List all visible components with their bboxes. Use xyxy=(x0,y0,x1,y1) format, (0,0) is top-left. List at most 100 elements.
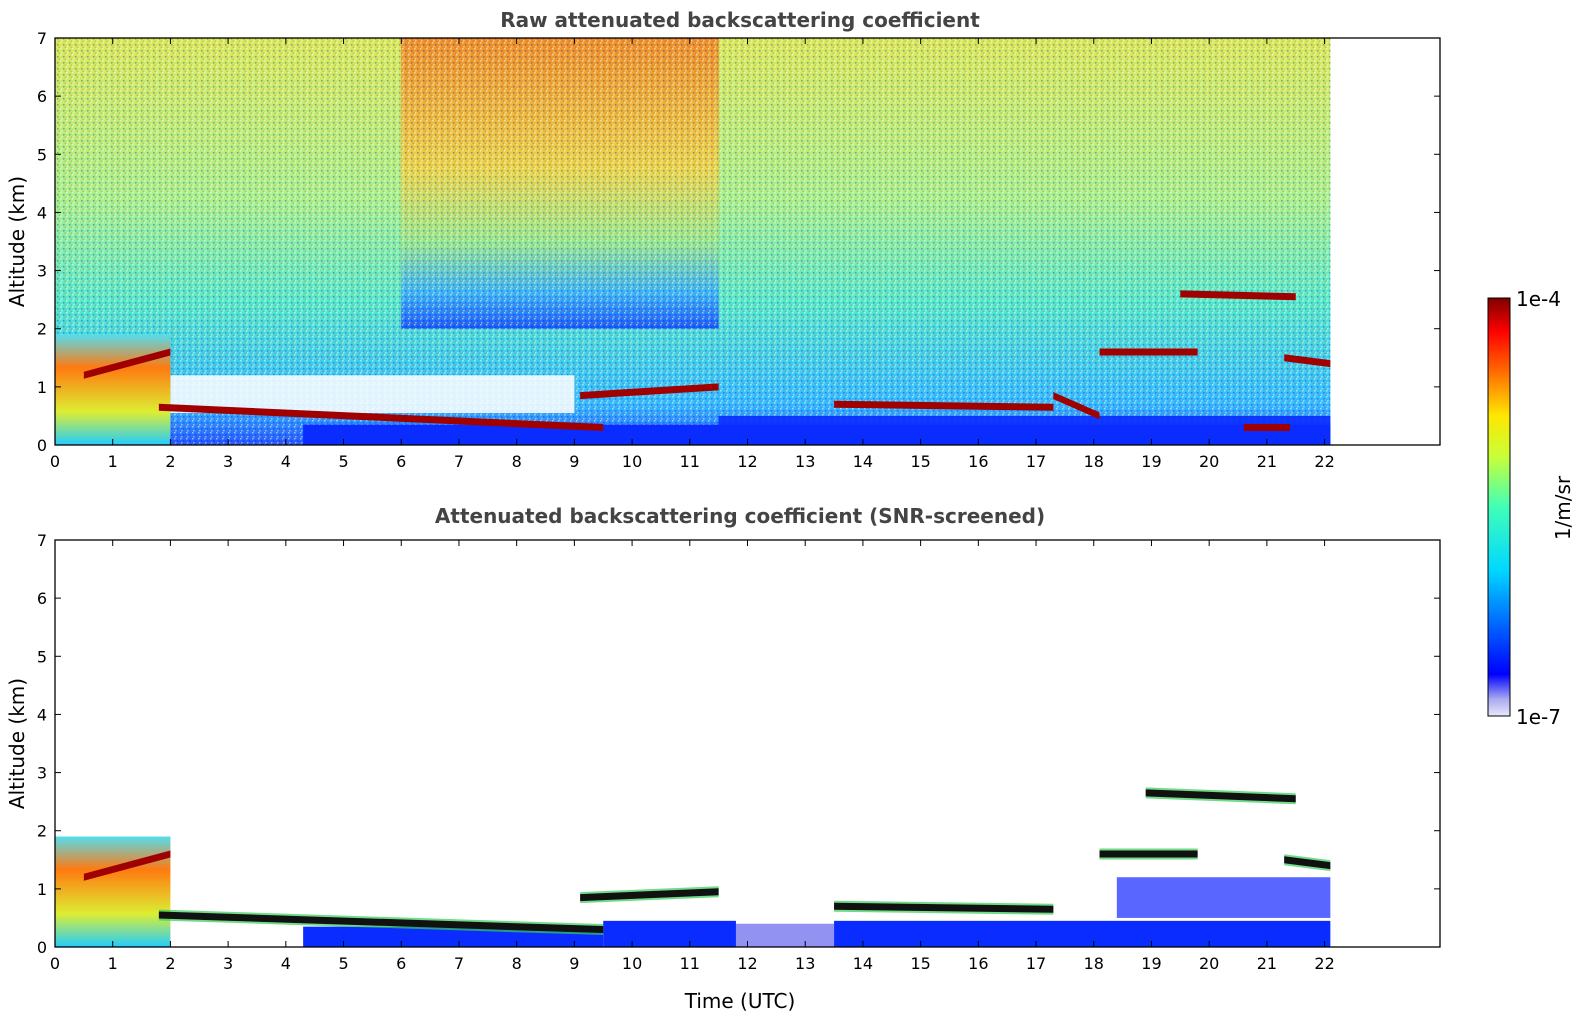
cloud-layer-7 xyxy=(1180,290,1296,301)
x-tick-label: 5 xyxy=(338,452,348,471)
x-tick-label: 18 xyxy=(1084,452,1104,471)
x-tick-label: 11 xyxy=(680,452,700,471)
x-tick-label: 10 xyxy=(622,954,642,973)
raw-heatmap xyxy=(55,38,1331,445)
y-tick-label: 3 xyxy=(37,262,47,281)
x-tick-label: 10 xyxy=(622,452,642,471)
y-tick-label: 3 xyxy=(37,764,47,783)
cloud-layer-6 xyxy=(1099,348,1198,356)
cloud-layer-5 xyxy=(1053,392,1100,420)
cloud-layer-4 xyxy=(834,902,1054,913)
x-tick-label: 15 xyxy=(910,452,930,471)
colorbar-unit-label: 1/m/sr xyxy=(1551,475,1575,540)
x-tick-label: 8 xyxy=(512,954,522,973)
x-tick-label: 16 xyxy=(968,954,988,973)
y-tick-label: 4 xyxy=(37,203,47,222)
boundary-layer-0 xyxy=(55,334,171,445)
screened-near-surface-layer-mid xyxy=(603,920,736,947)
y-tick-label: 0 xyxy=(37,436,47,455)
x-tick-label: 18 xyxy=(1084,954,1104,973)
y-tick-label: 1 xyxy=(37,880,47,899)
screened-heatmap xyxy=(55,787,1331,947)
x-tick-label: 6 xyxy=(396,452,406,471)
raw-y-axis-label: Altitude (km) xyxy=(5,176,29,307)
colorbar-max-label: 1e-4 xyxy=(1516,287,1561,311)
x-tick-label: 11 xyxy=(680,954,700,973)
screened-evening-aerosol xyxy=(1116,877,1331,918)
y-tick-label: 7 xyxy=(37,531,47,550)
screened-y-axis-label: Altitude (km) xyxy=(5,678,29,809)
screened-y-ticks: 0 1 2 3 4 5 6 7 xyxy=(37,531,1440,957)
x-tick-label: 12 xyxy=(737,954,757,973)
cloud-layer-8 xyxy=(1284,354,1331,368)
raw-panel-title: Raw attenuated backscattering coefficien… xyxy=(500,8,980,32)
x-tick-label: 0 xyxy=(50,954,60,973)
cloud-layer-1 xyxy=(83,850,171,881)
x-tick-label: 0 xyxy=(50,452,60,471)
cloud-layer-5 xyxy=(1099,850,1198,858)
raw-panel: Raw attenuated backscattering coefficien… xyxy=(5,8,1441,471)
y-tick-label: 0 xyxy=(37,938,47,957)
x-tick-label: 6 xyxy=(396,954,406,973)
x-tick-label: 14 xyxy=(853,452,873,471)
x-tick-label: 13 xyxy=(795,954,815,973)
cloud-layer-3 xyxy=(580,888,719,902)
x-tick-label: 22 xyxy=(1314,954,1334,973)
x-tick-label: 12 xyxy=(737,452,757,471)
x-tick-label: 14 xyxy=(853,954,873,973)
cloud-layer-2 xyxy=(158,403,604,432)
x-tick-label: 17 xyxy=(1026,452,1046,471)
cloud-layer-9 xyxy=(1243,424,1290,432)
x-tick-label: 20 xyxy=(1199,954,1219,973)
x-tick-label: 2 xyxy=(165,452,175,471)
raw-y-ticks: 0 1 2 3 4 5 6 7 xyxy=(37,29,1440,455)
boundary-layer-0 xyxy=(55,836,171,947)
x-tick-label: 19 xyxy=(1141,954,1161,973)
cloud-layer-1 xyxy=(83,348,171,379)
y-tick-label: 6 xyxy=(37,87,47,106)
colorbar-min-label: 1e-7 xyxy=(1516,705,1561,729)
x-tick-label: 15 xyxy=(910,954,930,973)
x-tick-label: 2 xyxy=(165,954,175,973)
x-tick-label: 13 xyxy=(795,452,815,471)
x-tick-label: 1 xyxy=(108,954,118,973)
y-tick-label: 2 xyxy=(37,320,47,339)
x-tick-label: 4 xyxy=(281,452,291,471)
x-tick-label: 3 xyxy=(223,452,233,471)
screened-weak-layer xyxy=(735,923,835,947)
x-tick-label: 20 xyxy=(1199,452,1219,471)
cloud-layer-2 xyxy=(158,911,604,934)
y-tick-label: 5 xyxy=(37,145,47,164)
x-tick-label: 7 xyxy=(454,452,464,471)
y-tick-label: 2 xyxy=(37,822,47,841)
screened-panel-title: Attenuated backscattering coefficient (S… xyxy=(435,504,1045,528)
raw-near-surface-layer-late xyxy=(718,415,1331,445)
y-tick-label: 4 xyxy=(37,705,47,724)
x-tick-label: 21 xyxy=(1257,452,1277,471)
x-tick-label: 5 xyxy=(338,954,348,973)
y-tick-label: 7 xyxy=(37,29,47,48)
cloud-layer-3 xyxy=(580,383,719,400)
x-tick-label: 17 xyxy=(1026,954,1046,973)
x-tick-label: 7 xyxy=(454,954,464,973)
x-tick-label: 4 xyxy=(281,954,291,973)
y-tick-label: 1 xyxy=(37,378,47,397)
y-tick-label: 6 xyxy=(37,589,47,608)
x-tick-label: 9 xyxy=(569,954,579,973)
x-tick-label: 1 xyxy=(108,452,118,471)
raw-clear-air-gap xyxy=(170,375,575,414)
colorbar-gradient xyxy=(1487,297,1511,717)
cloud-layer-4 xyxy=(834,400,1054,411)
x-tick-label: 3 xyxy=(223,954,233,973)
cloud-layer-7 xyxy=(1284,856,1331,870)
x-tick-label: 21 xyxy=(1257,954,1277,973)
cloud-layer-6 xyxy=(1145,789,1296,803)
x-tick-label: 8 xyxy=(512,452,522,471)
screened-x-ticks: 0 1 2 3 4 5 6 7 8 9 10 11 12 13 14 15 16 17 18 19 20 21 22 xyxy=(50,540,1335,973)
raw-x-ticks: 0 1 2 3 4 5 6 7 8 9 10 11 12 13 14 15 16 17 18 19 20 21 22 xyxy=(50,38,1335,471)
y-tick-label: 5 xyxy=(37,647,47,666)
x-tick-label: 16 xyxy=(968,452,988,471)
colorbar: 1e-4 1e-7 1/m/sr xyxy=(1487,287,1575,729)
screened-near-surface-layer-late xyxy=(834,920,1331,947)
